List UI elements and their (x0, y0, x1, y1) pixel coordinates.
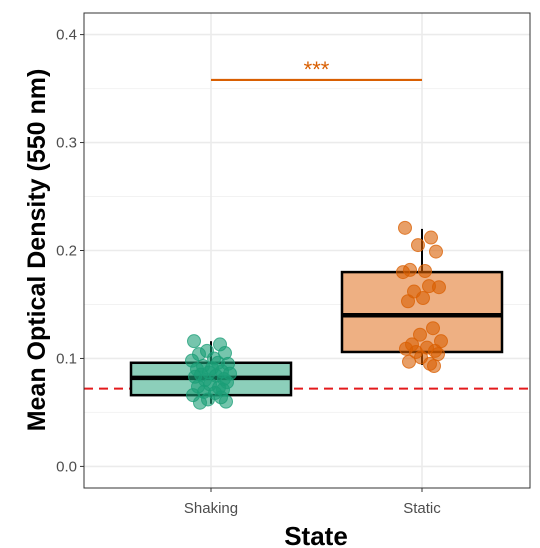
significance-layer: *** (211, 57, 422, 82)
data-point (411, 238, 425, 253)
y-tick-label: 0.2 (56, 243, 77, 260)
data-point (432, 280, 446, 295)
data-point (193, 395, 207, 410)
data-point (396, 265, 410, 280)
y-tick-label: 0.1 (56, 350, 77, 367)
y-tick-label: 0.4 (56, 27, 77, 44)
data-point (429, 244, 443, 259)
points-layer (185, 220, 448, 410)
data-point (187, 334, 201, 349)
data-point (401, 294, 415, 309)
data-point (413, 327, 427, 342)
data-point (418, 264, 432, 279)
data-point (424, 230, 438, 245)
axes-layer: 0.0 0.1 0.2 0.3 0.4 Shaking Static (56, 27, 441, 517)
data-point (402, 354, 416, 369)
data-point (427, 359, 441, 374)
x-axis-title: State (284, 521, 348, 548)
significance-label: *** (304, 57, 330, 82)
data-point (426, 321, 440, 336)
y-tick-label: 0.3 (56, 135, 77, 152)
x-tick-label: Static (403, 500, 441, 517)
y-axis-title: Mean Optical Density (550 nm) (23, 69, 51, 432)
x-tick-label: Shaking (184, 500, 238, 517)
data-point (398, 220, 412, 235)
y-tick-label: 0.0 (56, 458, 77, 475)
data-point (416, 291, 430, 305)
data-point (219, 394, 233, 409)
